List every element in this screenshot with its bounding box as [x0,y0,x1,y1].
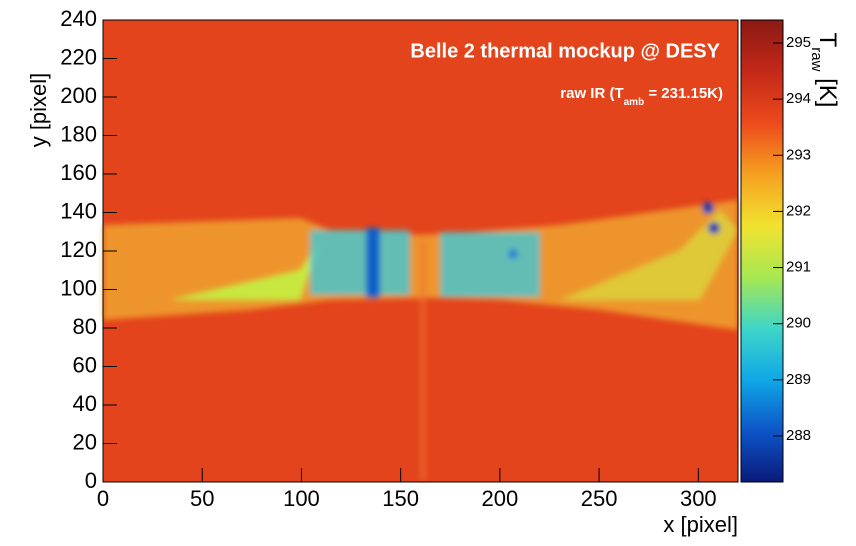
y-tick-label: 20 [73,429,97,454]
x-axis-label: x [pixel] [663,512,738,537]
chart-title: Belle 2 thermal mockup @ DESY [410,40,720,62]
colorbar-tick-label: 289 [786,371,811,388]
subtitle: raw IR (Tamb = 231.15K) [560,85,723,108]
colorbar-tick-label: 292 [786,202,811,219]
colorbar-tick-label: 291 [786,259,811,276]
colorbar-tick-label: 288 [786,427,811,444]
y-tick-label: 200 [60,83,97,108]
y-tick-label: 100 [60,275,97,300]
x-tick-label: 100 [283,486,320,511]
y-axis-label: y [pixel] [26,73,51,148]
y-tick-label: 140 [60,198,97,223]
x-tick-label: 300 [680,486,717,511]
colorbar-tick-label: 290 [786,315,811,332]
y-tick-label: 240 [60,6,97,31]
y-tick-label: 60 [73,352,97,377]
x-tick-label: 250 [581,486,618,511]
x-tick-label: 200 [482,486,519,511]
colorbar-label-text: T [814,33,841,48]
x-tick-label: 150 [382,486,419,511]
y-tick-label: 0 [85,468,97,493]
y-tick-label: 40 [73,391,97,416]
subtitle-text: = 231.15K) [644,85,723,102]
x-tick-label: 0 [97,486,109,511]
colorbar-tick-label: 294 [786,90,811,107]
y-tick-label: 120 [60,237,97,262]
colorbar-tick-label: 293 [786,146,811,163]
y-tick-label: 180 [60,121,97,146]
colorbar-label-text: [K] [814,71,841,107]
colorbar-label: Traw [K] [808,33,841,108]
y-tick-label: 80 [73,314,97,339]
y-tick-label: 220 [60,44,97,69]
subtitle-text: raw IR (T [560,85,623,102]
thermal-image [103,20,738,482]
colorbar [740,19,784,483]
colorbar-tick-label: 295 [786,34,811,51]
y-tick-label: 160 [60,160,97,185]
subtitle-subscript: amb [624,97,645,108]
x-tick-label: 50 [190,486,214,511]
colorbar-label-subscript: raw [808,47,825,71]
